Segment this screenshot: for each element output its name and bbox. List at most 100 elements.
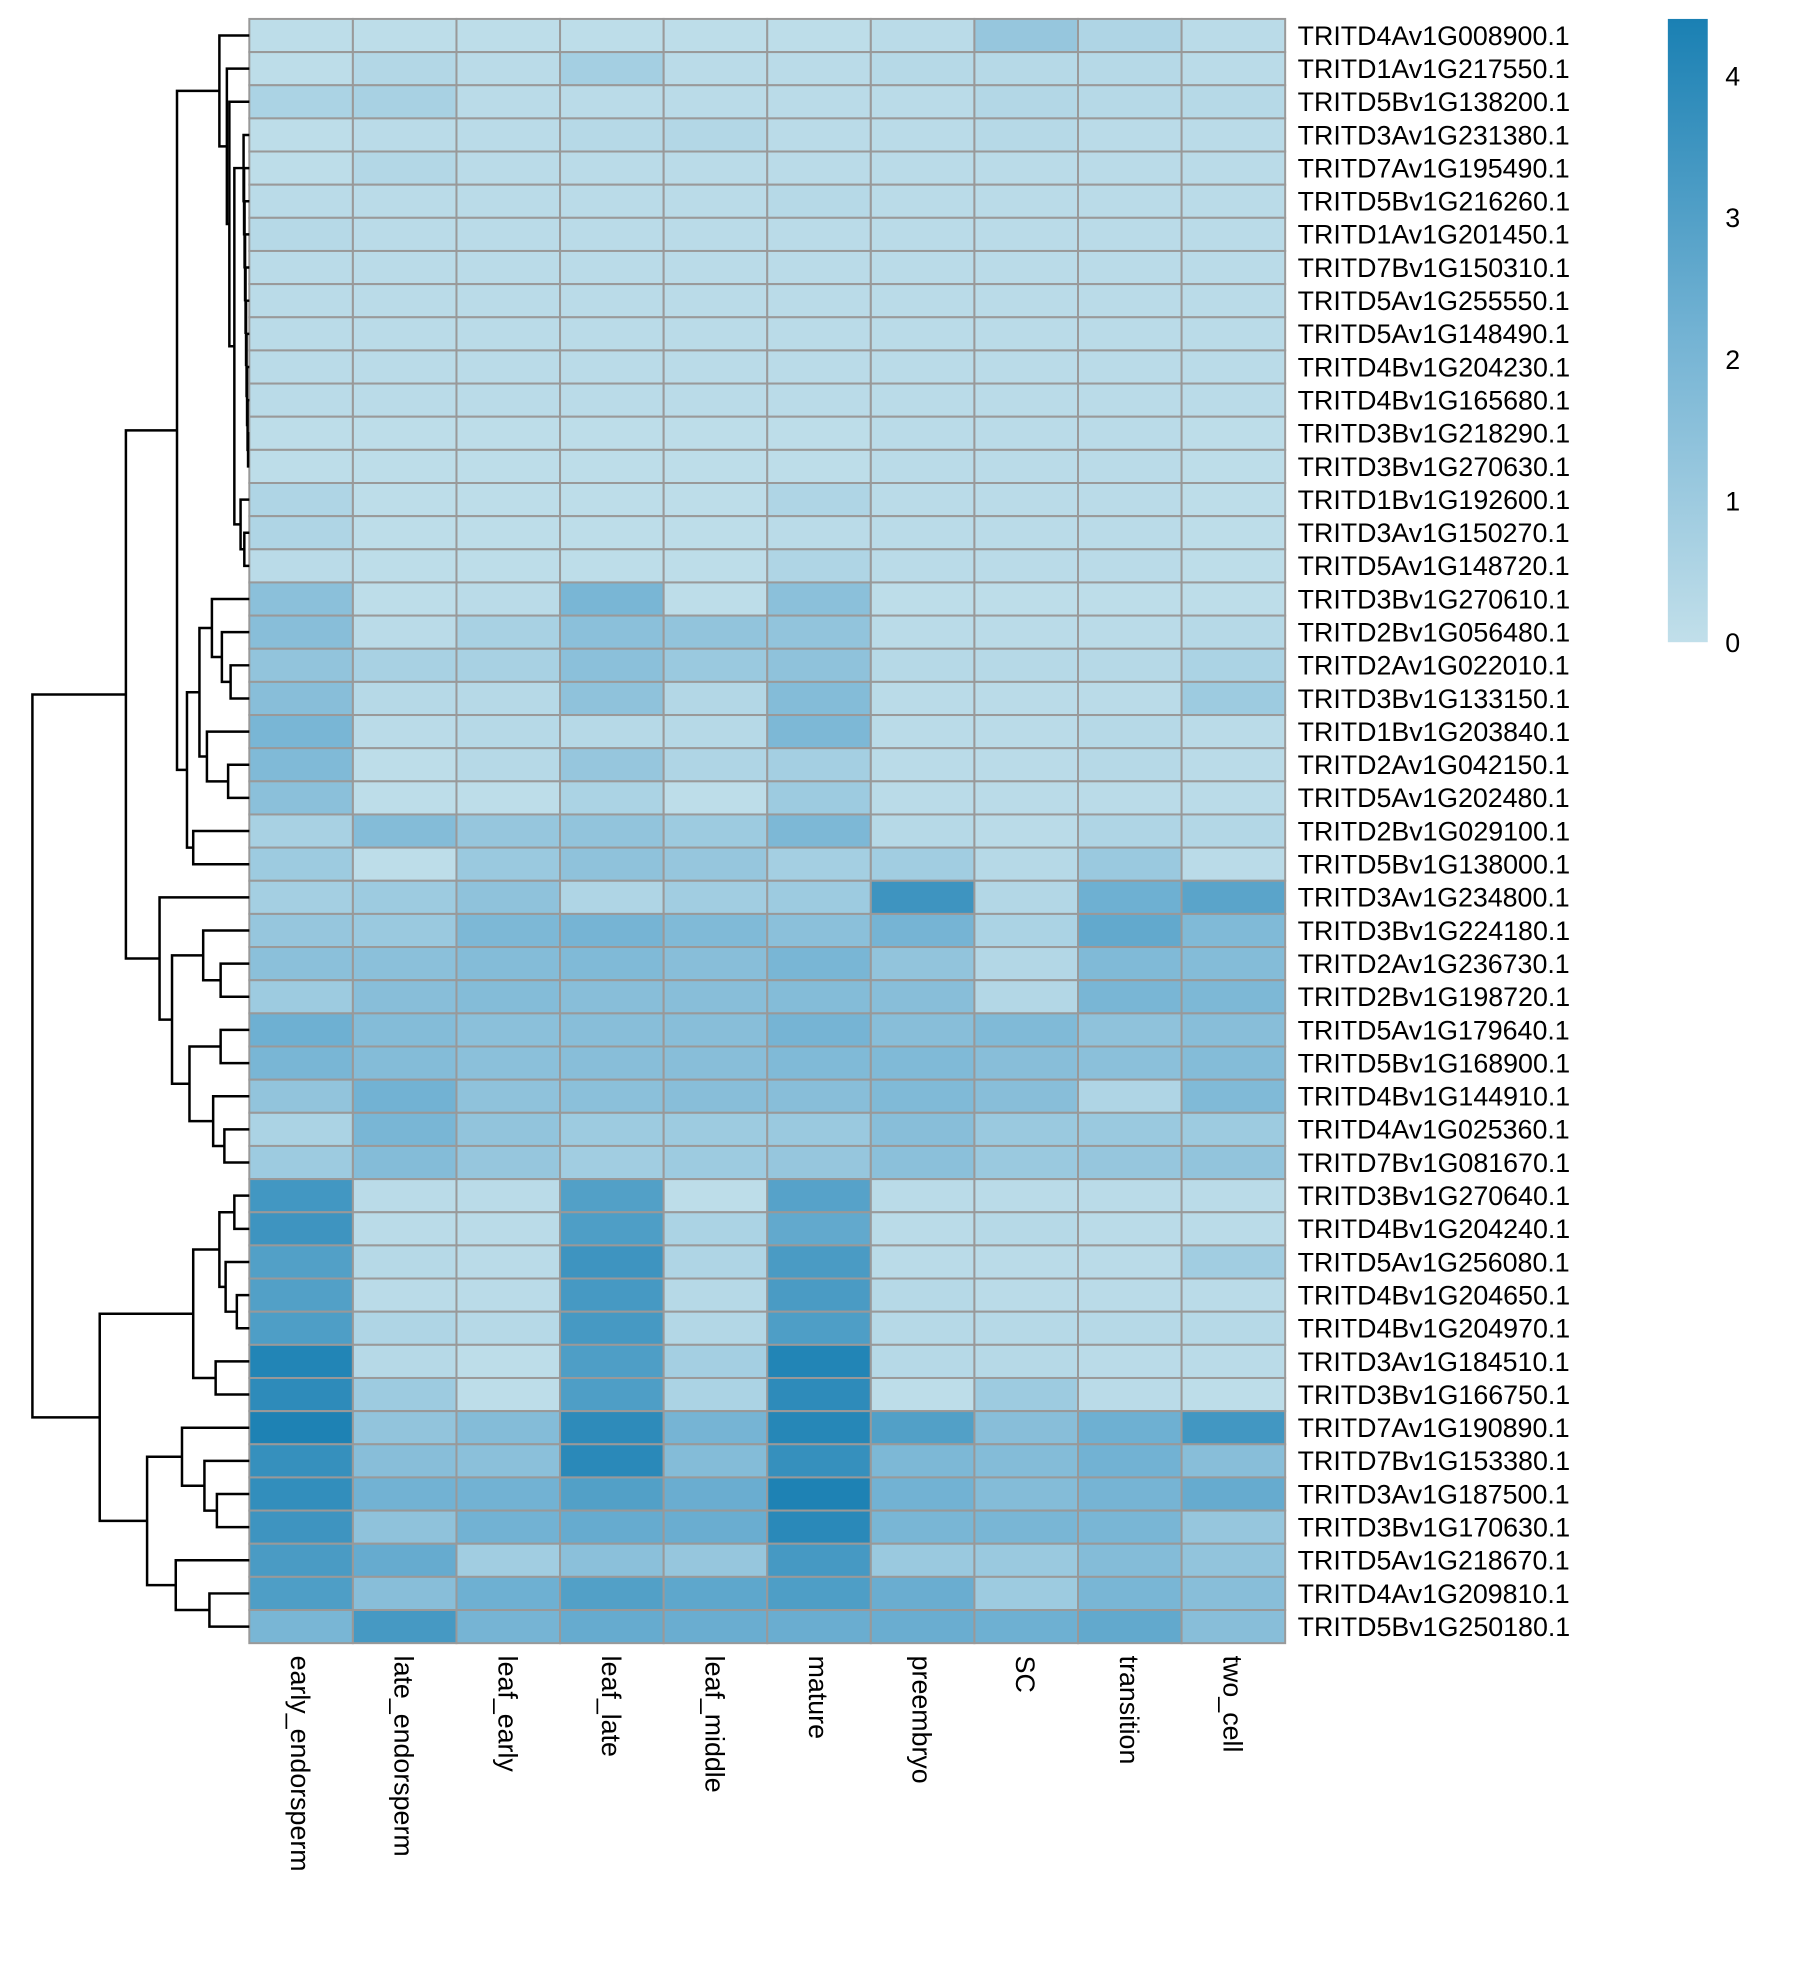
row-label: TRITD5Av1G256080.1 <box>1298 1247 1570 1277</box>
heatmap-cell <box>1076 1443 1183 1479</box>
heatmap-cell <box>559 316 665 352</box>
row-label: TRITD4Av1G008900.1 <box>1298 21 1570 51</box>
heatmap-cell <box>351 84 458 120</box>
heatmap-cell <box>1180 1277 1287 1313</box>
heatmap-cell <box>662 150 769 186</box>
heatmap-cell <box>248 1542 354 1578</box>
heatmap-cell <box>766 1211 872 1247</box>
heatmap-cell <box>351 581 458 617</box>
heatmap-cell <box>869 316 976 352</box>
heatmap-cell <box>248 515 354 551</box>
row-label: TRITD5Av1G148490.1 <box>1298 319 1570 349</box>
heatmap-cell <box>973 548 1079 584</box>
dendrogram-branch <box>223 1128 250 1164</box>
heatmap-cell <box>1076 614 1183 650</box>
heatmap-cell <box>455 1310 562 1346</box>
heatmap-cell <box>351 183 458 219</box>
heatmap-cell <box>869 1376 976 1413</box>
heatmap-cell <box>973 382 1079 418</box>
row-label: TRITD2Av1G042150.1 <box>1298 750 1570 780</box>
heatmap-cell <box>455 680 562 717</box>
row-label: TRITD1Bv1G203840.1 <box>1298 717 1571 747</box>
heatmap-cell <box>1180 1443 1287 1479</box>
heatmap-cell <box>1180 349 1287 385</box>
heatmap-cell <box>973 1509 1079 1545</box>
heatmap-cell <box>351 1178 458 1214</box>
heatmap-cell <box>662 946 769 982</box>
heatmap-cell <box>1180 415 1287 451</box>
heatmap-cell <box>1076 17 1183 54</box>
dendrogram-branch <box>233 1194 250 1231</box>
heatmap-cell <box>869 1277 976 1313</box>
heatmap-cell <box>1076 912 1183 949</box>
heatmap-cell <box>869 1575 976 1612</box>
heatmap-cell <box>1180 1476 1287 1512</box>
heatmap-cell <box>662 1078 769 1114</box>
heatmap-cell <box>455 912 562 949</box>
heatmap-cell <box>662 714 769 750</box>
column-label: two_cell <box>1217 1656 1247 1753</box>
heatmap-cell <box>869 1012 976 1048</box>
heatmap-cell <box>559 813 665 849</box>
row-label: TRITD5Bv1G250180.1 <box>1298 1612 1571 1642</box>
heatmap-cell <box>1180 979 1287 1015</box>
heatmap-cell <box>559 1178 665 1214</box>
heatmap-cell <box>455 349 562 385</box>
heatmap-cell <box>455 548 562 584</box>
heatmap-cell <box>1076 647 1183 683</box>
heatmap-cell <box>1180 647 1287 683</box>
row-label: TRITD1Av1G217550.1 <box>1298 54 1570 84</box>
heatmap-cell <box>559 1045 665 1081</box>
heatmap-cell <box>662 1012 769 1048</box>
heatmap-cell <box>351 1012 458 1048</box>
dendrogram-branch <box>185 690 200 849</box>
heatmap-cell <box>559 249 665 286</box>
heatmap-cell <box>1180 448 1287 484</box>
row-label: TRITD5Av1G255550.1 <box>1298 286 1570 316</box>
row-label: TRITD3Bv1G270640.1 <box>1298 1181 1571 1211</box>
dendrogram-branch <box>174 1559 250 1612</box>
dendrogram-branch <box>235 1293 250 1330</box>
heatmap-cell <box>973 846 1079 882</box>
heatmap-cell <box>351 747 458 783</box>
heatmap-cell <box>1180 548 1287 584</box>
heatmap-cell <box>351 1343 458 1379</box>
legend-tick-label: 3 <box>1725 203 1740 233</box>
heatmap-cell <box>662 912 769 949</box>
heatmap-cell <box>559 1111 665 1147</box>
heatmap-cell <box>662 1476 769 1512</box>
heatmap-cell <box>559 714 665 750</box>
dendrogram-branch <box>244 299 250 367</box>
heatmap-cell <box>973 1211 1079 1247</box>
heatmap-cell <box>973 912 1079 949</box>
heatmap-cell <box>766 316 872 352</box>
row-label: TRITD5Av1G148720.1 <box>1298 551 1570 581</box>
heatmap-cell <box>351 680 458 717</box>
heatmap-cell <box>559 581 665 617</box>
heatmap-cell <box>351 448 458 484</box>
heatmap-cell <box>1076 1343 1183 1379</box>
heatmap-cell <box>973 614 1079 650</box>
heatmap-cell <box>1076 680 1183 717</box>
heatmap-cell <box>351 51 458 87</box>
heatmap-cell <box>248 249 354 286</box>
dendrogram-branch <box>170 954 204 1086</box>
heatmap-cell <box>351 879 458 915</box>
heatmap-cell <box>1180 249 1287 286</box>
heatmap-cell <box>1180 283 1287 319</box>
heatmap-cell <box>248 117 354 153</box>
dendrogram-branch <box>124 429 178 960</box>
heatmap-cell <box>869 747 976 783</box>
dendrogram-branch <box>208 1592 250 1628</box>
row-label: TRITD3Bv1G270630.1 <box>1298 452 1571 482</box>
heatmap-cell <box>766 1476 872 1512</box>
row-label: TRITD3Av1G184510.1 <box>1298 1347 1570 1377</box>
heatmap-cell <box>766 1443 872 1479</box>
heatmap-cell <box>869 1476 976 1512</box>
heatmap-cell <box>1180 183 1287 219</box>
dendrogram-branch <box>188 1045 221 1123</box>
row-label: TRITD4Bv1G165680.1 <box>1298 385 1571 415</box>
dendrogram-branch <box>233 166 244 526</box>
heatmap-cell <box>1076 117 1183 153</box>
heatmap-cell <box>766 846 872 882</box>
